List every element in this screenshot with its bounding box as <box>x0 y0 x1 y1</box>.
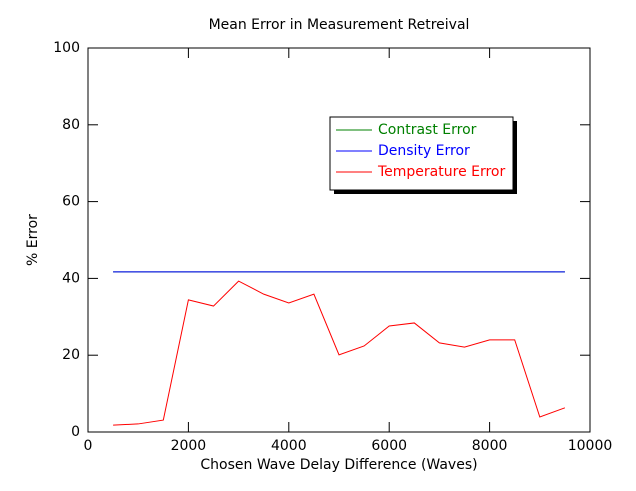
plot-frame <box>87 47 591 433</box>
y-tick-label: 60 <box>62 194 80 210</box>
x-axis-label: Chosen Wave Delay Difference (Waves) <box>200 457 477 473</box>
line-series <box>113 280 566 426</box>
y-tick-label: 40 <box>62 270 80 286</box>
legend-label: Contrast Error <box>378 122 477 138</box>
y-tick-label: 80 <box>62 117 80 133</box>
chart-title: Mean Error in Measurement Retreival <box>209 17 470 33</box>
y-tick-label: 20 <box>62 347 80 363</box>
legend-box <box>329 116 514 191</box>
legend-label: Temperature Error <box>377 164 506 180</box>
x-tick-label: 6000 <box>371 438 407 454</box>
y-tick-label: 100 <box>53 40 80 56</box>
x-tick-label: 4000 <box>271 438 307 454</box>
x-tick-label: 0 <box>84 438 93 454</box>
y-tick-label: 0 <box>71 424 80 440</box>
x-tick-label: 10000 <box>568 438 613 454</box>
y-axis-label: % Error <box>25 214 41 266</box>
legend-label: Density Error <box>378 143 470 159</box>
x-tick-label: 8000 <box>472 438 508 454</box>
x-tick-label: 2000 <box>171 438 207 454</box>
